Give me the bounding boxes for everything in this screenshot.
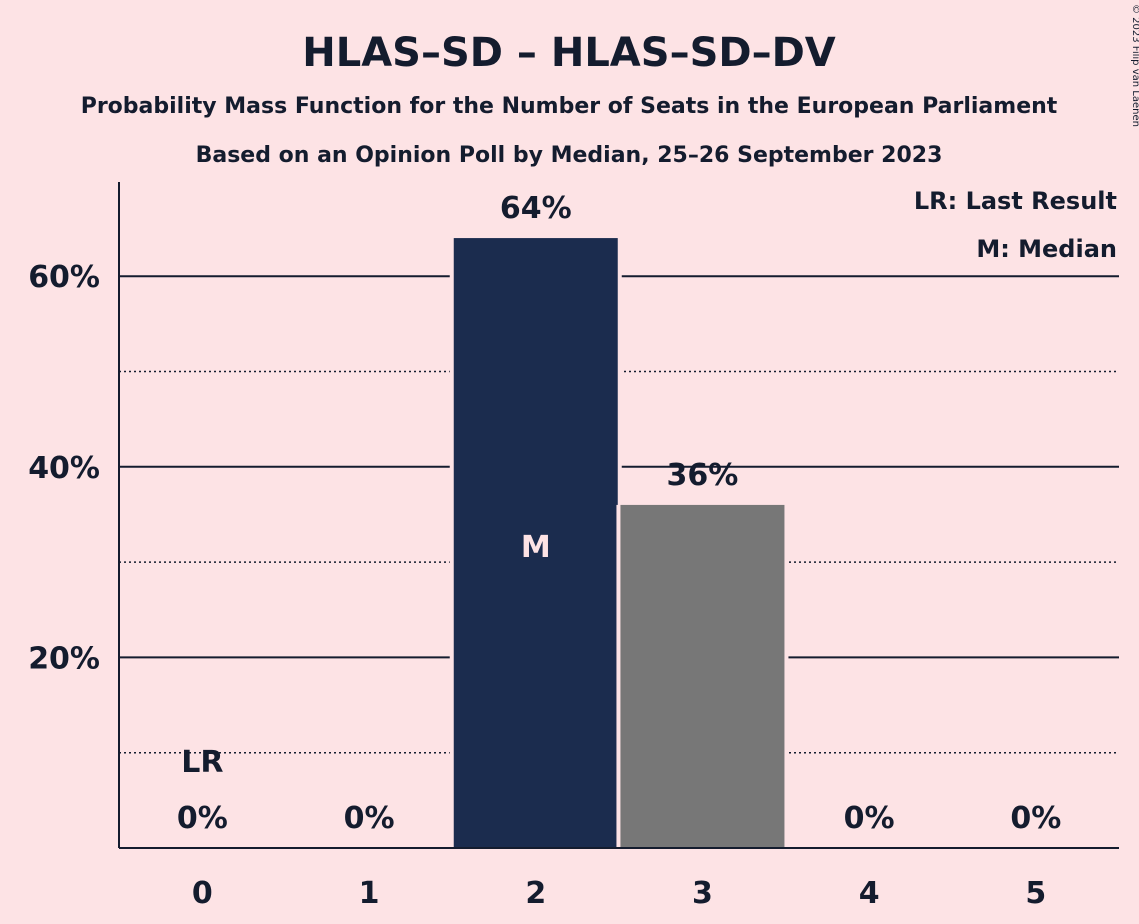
poll-source-line: Based on an Opinion Poll by Median, 25–2… <box>196 143 943 168</box>
bar-value-label: 0% <box>344 801 395 836</box>
bar-value-label: 0% <box>1010 801 1061 836</box>
legend-median: M: Median <box>976 235 1117 263</box>
chart-subtitle: Probability Mass Function for the Number… <box>81 94 1058 119</box>
chart-title: HLAS–SD – HLAS–SD–DV <box>302 30 836 76</box>
last-result-marker: LR <box>181 745 223 780</box>
bars <box>449 238 789 848</box>
y-tick-label: 20% <box>28 641 100 676</box>
data-labels: 0% 0% 64% 36% 0% 0% M LR <box>177 191 1061 836</box>
bar-value-label: 0% <box>177 801 228 836</box>
median-marker: M <box>521 530 551 565</box>
y-tick-label: 40% <box>28 451 100 486</box>
x-tick-label: 1 <box>359 876 380 911</box>
bar-seats-3 <box>620 504 785 848</box>
y-tick-label: 60% <box>28 260 100 295</box>
copyright-notice: © 2023 Filip van Laenen <box>1130 4 1139 127</box>
bar-value-label: 0% <box>844 801 895 836</box>
x-tick-label: 0 <box>192 876 213 911</box>
legend-last-result: LR: Last Result <box>914 187 1117 215</box>
bar-value-label: 64% <box>500 191 572 226</box>
y-tick-labels: 20% 40% 60% <box>28 260 100 676</box>
x-tick-label: 3 <box>692 876 713 911</box>
x-tick-label: 2 <box>525 876 546 911</box>
x-tick-label: 4 <box>859 876 880 911</box>
bar-value-label: 36% <box>667 458 739 493</box>
x-tick-label: 5 <box>1025 876 1046 911</box>
x-tick-labels: 0 1 2 3 4 5 <box>192 876 1046 911</box>
bar-seats-2 <box>453 238 618 848</box>
